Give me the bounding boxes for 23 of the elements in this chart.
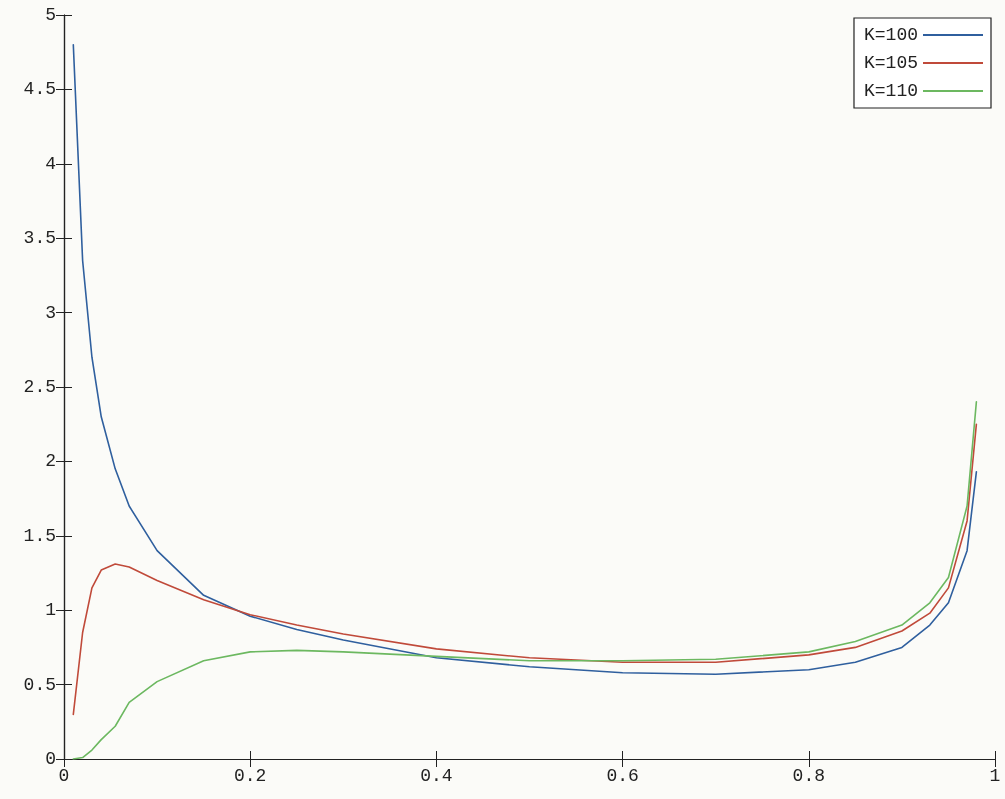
y-tick-label: 2 <box>45 451 56 472</box>
y-tick-label: 0 <box>45 749 56 769</box>
legend-label: K=110 <box>863 81 918 101</box>
y-tick-label: 0.5 <box>23 674 56 695</box>
legend-label: K=100 <box>863 25 918 45</box>
y-tick-label: 3.5 <box>23 228 56 249</box>
x-tick-label: 0.4 <box>420 766 453 786</box>
x-tick-label: 0.6 <box>606 766 639 786</box>
x-tick-label: 1 <box>989 766 1001 786</box>
y-tick-label: 1.5 <box>23 525 56 546</box>
y-tick-label: 4 <box>45 153 56 174</box>
y-tick-label: 4.5 <box>23 79 56 100</box>
y-tick-label: 2.5 <box>23 377 56 397</box>
line-series <box>72 423 978 716</box>
line-series <box>72 401 978 760</box>
x-tick-label: 0.8 <box>792 766 825 786</box>
legend-label: K=105 <box>863 53 918 73</box>
y-tick-label: 1 <box>45 600 56 621</box>
y-tick-label: 5 <box>45 5 56 25</box>
y-tick-label: 3 <box>45 302 56 323</box>
line-series <box>72 43 978 675</box>
x-tick-label: 0 <box>58 766 70 786</box>
x-tick-label: 0.2 <box>234 766 267 786</box>
